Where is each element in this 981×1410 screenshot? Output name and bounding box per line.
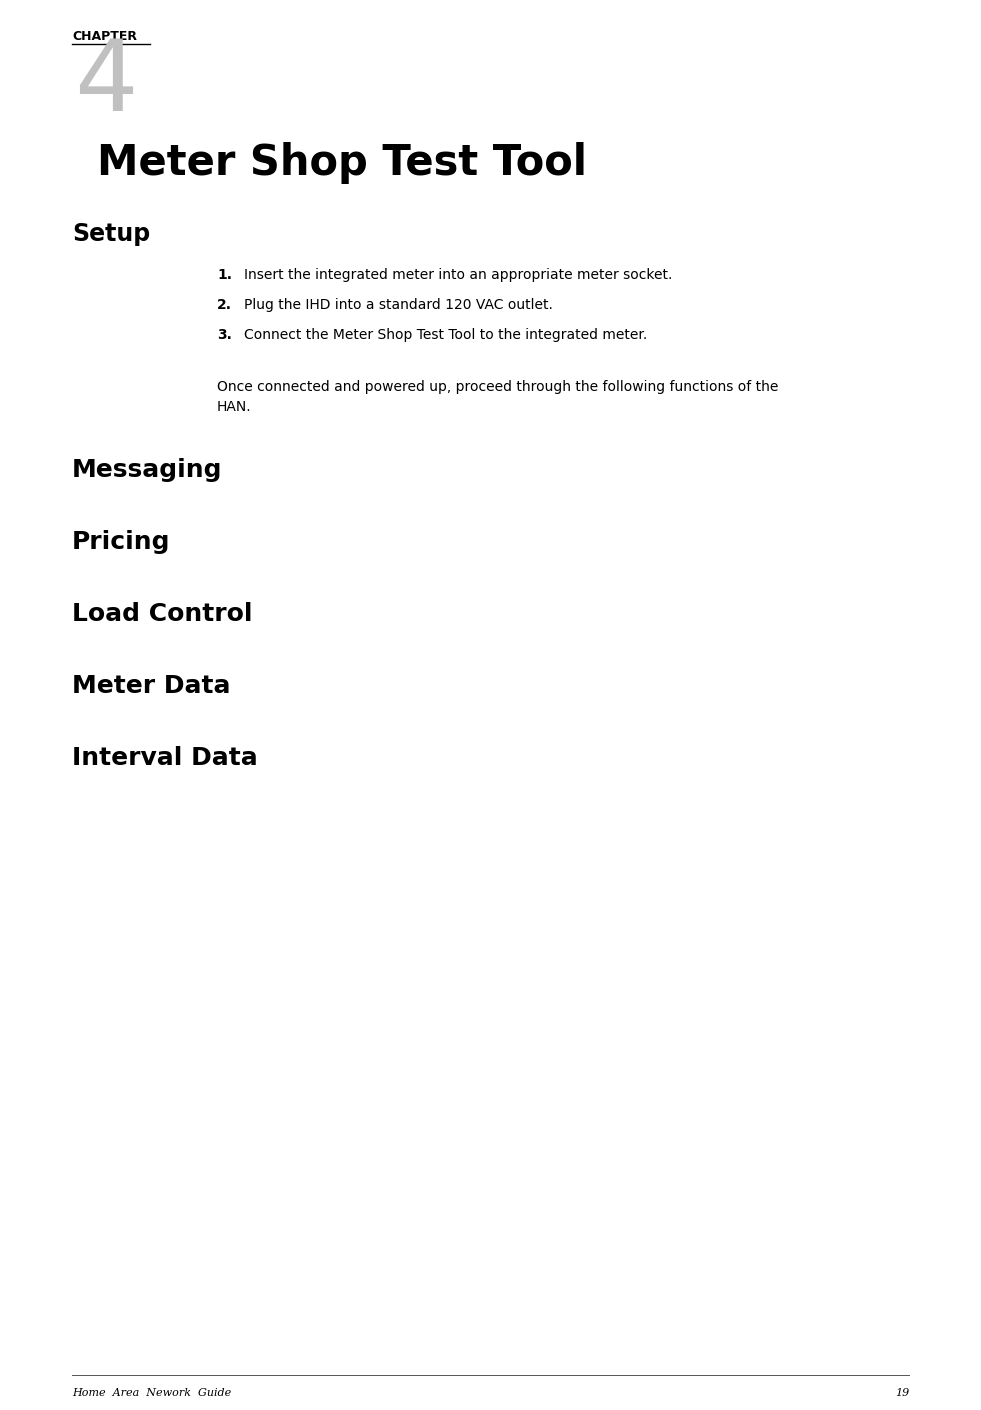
Text: Once connected and powered up, proceed through the following functions of the: Once connected and powered up, proceed t… bbox=[217, 381, 778, 393]
Text: 1.: 1. bbox=[217, 268, 232, 282]
Text: 4: 4 bbox=[74, 35, 137, 133]
Text: Home  Area  Nework  Guide: Home Area Nework Guide bbox=[72, 1387, 232, 1397]
Text: Plug the IHD into a standard 120 VAC outlet.: Plug the IHD into a standard 120 VAC out… bbox=[244, 298, 553, 312]
Text: Connect the Meter Shop Test Tool to the integrated meter.: Connect the Meter Shop Test Tool to the … bbox=[244, 329, 647, 343]
Text: Insert the integrated meter into an appropriate meter socket.: Insert the integrated meter into an appr… bbox=[244, 268, 672, 282]
Text: 19: 19 bbox=[895, 1387, 909, 1397]
Text: Interval Data: Interval Data bbox=[72, 746, 258, 770]
Text: Pricing: Pricing bbox=[72, 530, 171, 554]
Text: Meter Shop Test Tool: Meter Shop Test Tool bbox=[97, 142, 587, 183]
Text: HAN.: HAN. bbox=[217, 400, 251, 415]
Text: Setup: Setup bbox=[72, 221, 150, 245]
Text: CHAPTER: CHAPTER bbox=[72, 30, 137, 42]
Text: 2.: 2. bbox=[217, 298, 232, 312]
Text: Messaging: Messaging bbox=[72, 458, 223, 482]
Text: Meter Data: Meter Data bbox=[72, 674, 231, 698]
Text: 3.: 3. bbox=[217, 329, 232, 343]
Text: Load Control: Load Control bbox=[72, 602, 252, 626]
